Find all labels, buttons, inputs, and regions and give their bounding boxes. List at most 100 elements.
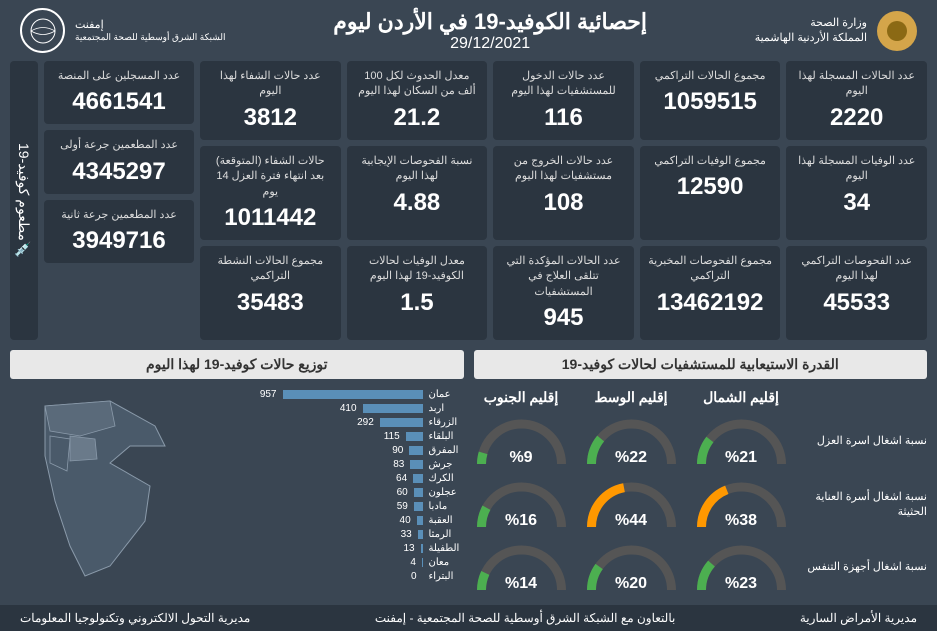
main-title: إحصائية الكوفيد-19 في الأردن ليوم (226, 9, 755, 35)
stat-box: عدد حالات الخروج من مستشفيات لهذا اليوم … (493, 146, 634, 240)
stat-box: مجموع الحالات التراكمي 1059515 (640, 61, 781, 140)
stat-box: عدد حالات الدخول للمستشفيات لهذا اليوم 1… (493, 61, 634, 140)
gauge-percent: %20 (584, 575, 679, 593)
vaccine-value: 3949716 (52, 227, 186, 255)
stat-value: 108 (501, 189, 626, 217)
stat-box: مجموع الوفيات التراكمي 12590 (640, 146, 781, 240)
bar-row: عمان 957 (205, 389, 464, 400)
gauge: %21 (694, 414, 789, 469)
bar-row: اربد 410 (205, 403, 464, 414)
stat-box: مجموع الحالات النشطة التراكمي 35483 (200, 246, 341, 340)
stat-label: عدد حالات الدخول للمستشفيات لهذا اليوم (501, 69, 626, 100)
bar-fill (380, 418, 423, 427)
bar-label: عمان (429, 389, 464, 400)
vaccine-box: عدد المطعمين جرعة أولى 4345297 (44, 130, 194, 193)
region-header: إقليم الشمال (694, 389, 789, 406)
bar-fill (414, 488, 423, 497)
header-left: إمفنت الشبكة الشرق أوسطية للصحة المجتمعي… (20, 8, 226, 53)
stat-value: 1059515 (648, 88, 773, 116)
bar-label: الكرك (429, 473, 464, 484)
stat-value: 4.88 (355, 189, 480, 217)
footer-left: مديرية التحول الالكتروني وتكنولوجيا المع… (20, 611, 250, 625)
stat-box: حالات الشفاء (المتوقعة) بعد انتهاء فترة … (200, 146, 341, 240)
vaccine-box: عدد المطعمين جرعة ثانية 3949716 (44, 200, 194, 263)
gauge-row-label: نسبة اشغال أسرة العناية الحثيثة (804, 490, 928, 519)
stat-label: مجموع الحالات التراكمي (648, 69, 773, 84)
bar-fill (413, 474, 422, 483)
org-text-right: وزارة الصحة المملكة الأردنية الهاشمية (755, 16, 867, 45)
bar-label: عجلون (429, 487, 464, 498)
stat-label: معدل الوفيات لحالات الكوفيد-19 لهذا اليو… (355, 254, 480, 285)
main-grid: عدد الحالات المسجلة لهذا اليوم 2220مجموع… (0, 61, 937, 340)
stat-label: نسبة الفحوصات الإيجابية لهذا اليوم (355, 154, 480, 185)
bar-label: مادبا (429, 501, 464, 512)
vaccine-value: 4345297 (52, 158, 186, 186)
bar-fill (421, 544, 423, 553)
bar-label: اربد (429, 403, 464, 414)
charts-row: القدرة الاستيعابية للمستشفيات لحالات كوف… (0, 340, 937, 605)
bar-value: 115 (384, 431, 400, 442)
bar-value: 13 (403, 543, 414, 554)
bar-fill (414, 502, 423, 511)
vaccine-boxes: عدد المسجلين على المنصة 4661541عدد المطع… (44, 61, 194, 340)
bar-label: المفرق (429, 445, 464, 456)
stat-label: عدد الحالات المسجلة لهذا اليوم (794, 69, 919, 100)
capacity-title: القدرة الاستيعابية للمستشفيات لحالات كوف… (474, 350, 928, 379)
bar-row: الطفيلة 13 (205, 543, 464, 554)
org-right-title: وزارة الصحة (755, 16, 867, 30)
stat-value: 1.5 (355, 289, 480, 317)
bar-row: الكرك 64 (205, 473, 464, 484)
bar-value: 40 (400, 515, 411, 526)
gauge-percent: %14 (474, 575, 569, 593)
bar-label: الرمثا (429, 529, 464, 540)
bar-value: 4 (410, 557, 416, 568)
bar-fill (417, 516, 423, 525)
bar-value: 0 (411, 571, 417, 582)
vaccine-section: عدد المسجلين على المنصة 4661541عدد المطع… (10, 61, 194, 340)
gauge: %20 (584, 540, 679, 595)
header-right: وزارة الصحة المملكة الأردنية الهاشمية (755, 11, 917, 51)
bar-label: الزرقاء (429, 417, 464, 428)
stat-box: عدد حالات الشفاء لهذا اليوم 3812 (200, 61, 341, 140)
stat-box: عدد الفحوصات التراكمي لهذا اليوم 45533 (786, 246, 927, 340)
gauge-percent: %38 (694, 512, 789, 530)
header-title: إحصائية الكوفيد-19 في الأردن ليوم 29/12/… (226, 9, 755, 53)
stat-value: 945 (501, 304, 626, 332)
bar-label: البلقاء (429, 431, 464, 442)
stat-label: عدد الفحوصات التراكمي لهذا اليوم (794, 254, 919, 285)
stat-box: عدد الوفيات المسجلة لهذا اليوم 34 (786, 146, 927, 240)
stat-box: مجموع الفحوصات المخبرية التراكمي 1346219… (640, 246, 781, 340)
stat-value: 2220 (794, 104, 919, 132)
stat-box: عدد الحالات المسجلة لهذا اليوم 2220 (786, 61, 927, 140)
bar-row: الزرقاء 292 (205, 417, 464, 428)
stat-label: عدد الحالات المؤكدة التي تتلقى العلاج في… (501, 254, 626, 300)
bar-row: عجلون 60 (205, 487, 464, 498)
stats-section: عدد الحالات المسجلة لهذا اليوم 2220مجموع… (200, 61, 927, 340)
bar-fill (283, 390, 423, 399)
bar-row: العقبة 40 (205, 515, 464, 526)
bar-fill (409, 446, 422, 455)
bar-label: البتراء (429, 571, 464, 582)
gauge: %9 (474, 414, 569, 469)
bar-row: معان 4 (205, 557, 464, 568)
emphnet-logo (20, 8, 65, 53)
org-text-left: إمفنت الشبكة الشرق أوسطية للصحة المجتمعي… (75, 18, 226, 44)
bar-label: العقبة (429, 515, 464, 526)
stat-box: معدل الوفيات لحالات الكوفيد-19 لهذا اليو… (347, 246, 488, 340)
gauge: %14 (474, 540, 569, 595)
gauge-percent: %9 (474, 449, 569, 467)
bar-value: 33 (401, 529, 412, 540)
stat-label: مجموع الحالات النشطة التراكمي (208, 254, 333, 285)
vaccine-value: 4661541 (52, 88, 186, 116)
gauge: %38 (694, 477, 789, 532)
gauge-row-label: نسبة اشغال أجهزة التنفس (804, 560, 928, 574)
bar-value: 957 (260, 389, 277, 400)
footer-right: مديرية الأمراض السارية (800, 611, 917, 625)
bar-fill (410, 460, 422, 469)
bar-label: الطفيلة (429, 543, 464, 554)
bar-row: الرمثا 33 (205, 529, 464, 540)
stat-value: 116 (501, 104, 626, 132)
distribution-title: توزيع حالات كوفيد-19 لهذا اليوم (10, 350, 464, 379)
bar-row: البتراء 0 (205, 571, 464, 582)
bar-fill (418, 530, 423, 539)
